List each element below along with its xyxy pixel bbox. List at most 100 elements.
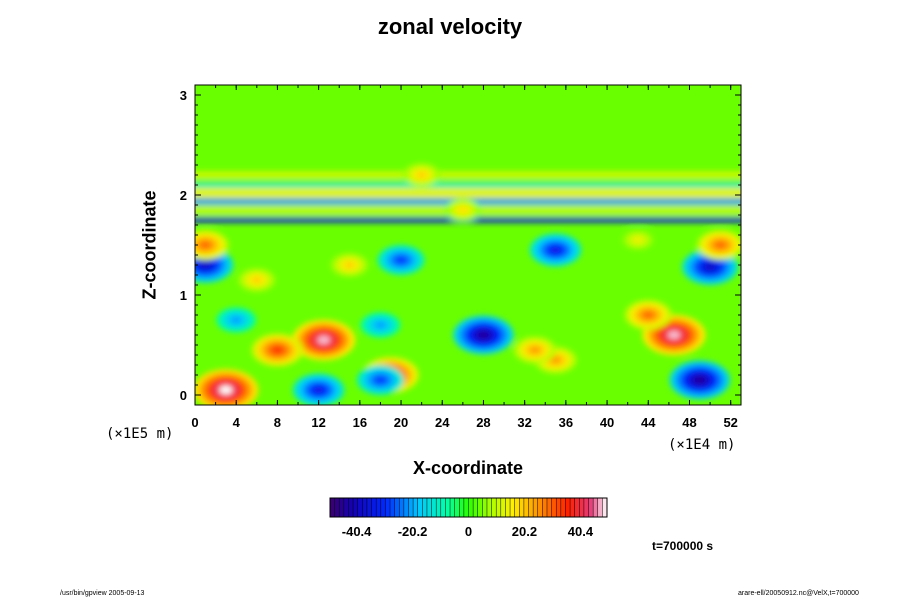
velocity-cell xyxy=(272,346,283,354)
colorbar-cell xyxy=(431,498,437,517)
velocity-cell xyxy=(693,376,706,384)
x-tick-label: 24 xyxy=(435,415,450,430)
colorbar-tick-label: 0 xyxy=(465,524,472,539)
colorbar-cell xyxy=(477,498,483,517)
velocity-cell xyxy=(477,331,490,339)
colorbar-cell xyxy=(583,498,589,517)
colorbar-cell xyxy=(408,498,414,517)
colorbar-cell xyxy=(371,498,377,517)
colorbar-cell xyxy=(523,498,529,517)
colorbar-cell xyxy=(330,498,335,517)
x-tick-label: 20 xyxy=(394,415,408,430)
velocity-cell xyxy=(530,347,540,353)
x-axis-label: X-coordinate xyxy=(412,458,523,478)
velocity-cell xyxy=(219,385,233,395)
x-tick-label: 44 xyxy=(641,415,656,430)
colorbar-frame xyxy=(329,497,608,518)
colorbar-cell xyxy=(417,498,423,517)
colorbar-cell xyxy=(339,498,345,517)
colorbar-cell xyxy=(357,498,363,517)
chart-title: zonal velocity xyxy=(377,14,523,39)
colorbar-tick-label: -20.2 xyxy=(398,524,428,539)
field-structures xyxy=(195,163,741,405)
colorbar-cell xyxy=(570,498,575,517)
colorbar-cell xyxy=(459,498,465,517)
y-tick-label: 3 xyxy=(180,88,187,103)
colorbar-cell xyxy=(519,498,525,517)
colorbar-cell xyxy=(556,498,562,517)
colorbar-cell xyxy=(413,498,419,517)
y-tick-label: 0 xyxy=(180,388,187,403)
colorbar-tick-label: 20.2 xyxy=(512,524,537,539)
colorbar-cell xyxy=(454,498,460,517)
x-tick-label: 8 xyxy=(274,415,281,430)
colorbar-cell xyxy=(440,498,446,517)
y-unit-label: (×1E5 m) xyxy=(106,426,173,442)
velocity-cell xyxy=(376,322,385,328)
velocity-cell xyxy=(643,312,653,318)
velocity-cell xyxy=(253,277,261,283)
colorbar-cell xyxy=(542,498,548,517)
colorbar-cell xyxy=(482,498,488,517)
colorbar-cell xyxy=(463,498,469,517)
colorbar-cell xyxy=(468,498,474,517)
velocity-cell xyxy=(199,261,211,269)
heatmap-field xyxy=(195,85,741,405)
x-tick-label: 52 xyxy=(723,415,737,430)
colorbar-cell xyxy=(565,498,571,517)
x-tick-label: 48 xyxy=(682,415,696,430)
x-tick-label: 36 xyxy=(559,415,573,430)
colorbar-cell xyxy=(486,498,492,517)
velocity-cell xyxy=(550,246,561,254)
velocity-cell xyxy=(715,242,726,248)
footer-command: /usr/bin/gpview 2005-09-13 xyxy=(60,590,145,597)
velocity-cell xyxy=(459,207,467,213)
x-unit-label: (×1E4 m) xyxy=(668,437,735,453)
colorbar-cell xyxy=(505,498,511,517)
colorbar-cell xyxy=(574,498,580,517)
x-tick-label: 16 xyxy=(353,415,367,430)
y-tick-label: 2 xyxy=(180,188,187,203)
colorbar-cell xyxy=(390,498,395,517)
velocity-cell xyxy=(417,172,426,178)
velocity-cell xyxy=(232,317,241,323)
velocity-cell xyxy=(345,262,354,268)
y-tick-label: 1 xyxy=(180,288,187,303)
colorbar-cell xyxy=(399,498,405,517)
colorbar-tick-label: 40.4 xyxy=(568,524,594,539)
colorbar-cell xyxy=(514,498,520,517)
colorbar-cell xyxy=(385,498,391,517)
colorbar-cell xyxy=(403,498,409,517)
colorbar-cell xyxy=(450,498,455,517)
colorbar-cell xyxy=(473,498,479,517)
colorbar-cell xyxy=(537,498,543,517)
colorbar-cell xyxy=(366,498,372,517)
x-tick-label: 12 xyxy=(311,415,325,430)
colorbar-cell xyxy=(551,498,557,517)
velocity-cell xyxy=(634,237,642,243)
colorbar-cell xyxy=(422,498,428,517)
velocity-cell xyxy=(396,257,406,263)
colorbar-cell xyxy=(362,498,368,517)
x-tick-label: 32 xyxy=(517,415,531,430)
x-tick-label: 40 xyxy=(600,415,614,430)
x-tick-label: 28 xyxy=(476,415,490,430)
velocity-cell xyxy=(313,386,324,394)
colorbar-cell xyxy=(579,498,585,517)
colorbar-cell xyxy=(376,498,382,517)
colorbar-cell xyxy=(560,498,566,517)
velocity-cell xyxy=(200,242,211,248)
colorbar-cell xyxy=(546,498,552,517)
colorbar-cell xyxy=(533,498,539,517)
velocity-cell xyxy=(667,330,681,340)
colorbar-cell xyxy=(593,498,599,517)
x-tick-label: 0 xyxy=(191,415,198,430)
colorbar-cell xyxy=(602,498,608,517)
y-axis-label: Z-coordinate xyxy=(139,190,160,300)
colorbar-cell xyxy=(445,498,451,517)
time-stamp: t=700000 s xyxy=(652,539,714,553)
colorbar-cell xyxy=(353,498,358,517)
colorbar-cell xyxy=(491,498,497,517)
colorbar-cell xyxy=(334,498,340,517)
